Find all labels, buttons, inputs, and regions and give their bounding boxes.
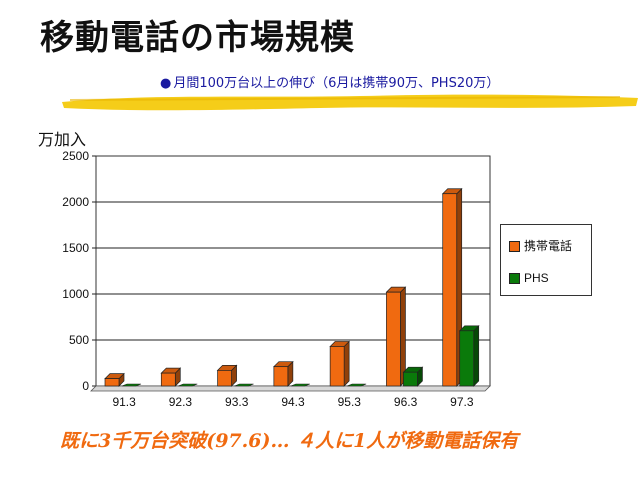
chart-floor	[90, 385, 491, 392]
bar-series-1	[385, 286, 407, 387]
bar-series-1	[160, 367, 182, 387]
x-tick-label: 92.3	[169, 395, 193, 409]
bar-series-1	[104, 372, 125, 387]
bar-series-2	[347, 383, 367, 387]
legend-item-series-1: 携帯電話	[509, 237, 572, 254]
x-tick-label: 94.3	[281, 395, 305, 409]
plot-area	[95, 155, 491, 387]
y-tick-label: 2000	[62, 195, 89, 209]
y-tick-label: 1500	[62, 241, 89, 255]
bar-series-2	[178, 383, 198, 387]
bar-series-2	[458, 324, 480, 387]
bar-series-1	[273, 360, 294, 387]
bullet-icon: ●	[160, 76, 172, 91]
legend: 携帯電話 PHS	[500, 224, 592, 296]
legend-label-series-1: 携帯電話	[524, 239, 573, 253]
bar-series-2	[234, 383, 254, 387]
legend-swatch-series-2	[509, 273, 520, 285]
y-tick-label: 0	[82, 379, 89, 393]
bar-series-1	[329, 340, 350, 387]
legend-swatch-series-1	[509, 241, 520, 253]
bar-series-1	[216, 364, 238, 387]
x-tick-label: 95.3	[338, 395, 362, 409]
x-tick-label: 96.3	[394, 395, 418, 409]
bar-series-2	[402, 366, 424, 387]
y-tick-label: 500	[69, 333, 89, 347]
bar-series-2	[290, 383, 310, 387]
x-tick-label: 91.3	[112, 395, 136, 409]
bar-series-2	[121, 383, 142, 387]
legend-item-series-2: PHS	[509, 271, 549, 285]
page-title: 移動電話の市場規模	[40, 18, 355, 58]
subtitle-text: 月間100万台以上の伸び（6月は携帯90万、PHS20万）	[173, 76, 500, 91]
x-tick-label: 97.3	[450, 395, 474, 409]
highlight-brush-stroke	[62, 94, 638, 111]
legend-label-series-2: PHS	[524, 271, 549, 285]
bar-series-1	[441, 187, 463, 387]
subtitle: ● 月間100万台以上の伸び（6月は携帯90万、PHS20万）	[160, 72, 499, 91]
footer-note: 既に3千万台突破(97.6)… ４人に1人が移動電話保有	[60, 430, 519, 452]
y-axis-unit-label: 万加入	[38, 130, 87, 149]
x-tick-label: 93.3	[225, 395, 249, 409]
y-tick-label: 2500	[62, 149, 89, 163]
y-tick-label: 1000	[62, 287, 89, 301]
